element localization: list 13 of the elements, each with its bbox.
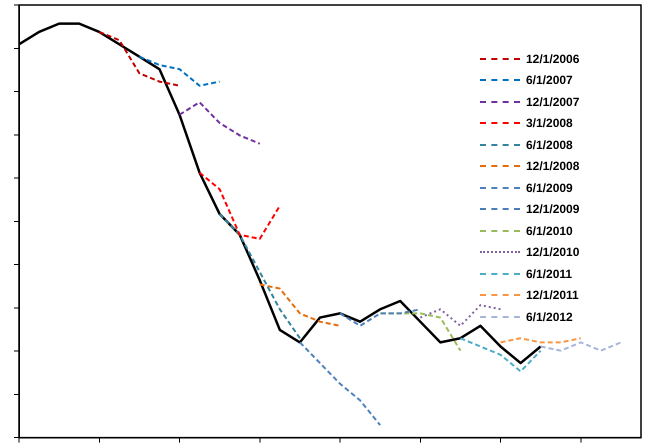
- legend-label: 12/1/2009: [526, 202, 580, 216]
- legend-label: 12/1/2006: [526, 52, 580, 66]
- legend-label: 6/1/2008: [526, 138, 573, 152]
- legend-label: 6/1/2011: [526, 266, 572, 281]
- legend-label: 12/1/2007: [526, 94, 580, 109]
- legend-label: 6/1/2007: [526, 73, 573, 88]
- legend-label: 12/1/2011: [526, 288, 579, 302]
- legend-label: 6/1/2009: [526, 180, 573, 195]
- legend-label: 12/1/2010: [526, 245, 580, 260]
- legend-label: 6/1/2012: [526, 310, 573, 324]
- legend-label: 3/1/2008: [526, 116, 573, 130]
- legend-label: 12/1/2008: [526, 159, 580, 174]
- legend-label: 6/1/2010: [526, 224, 573, 238]
